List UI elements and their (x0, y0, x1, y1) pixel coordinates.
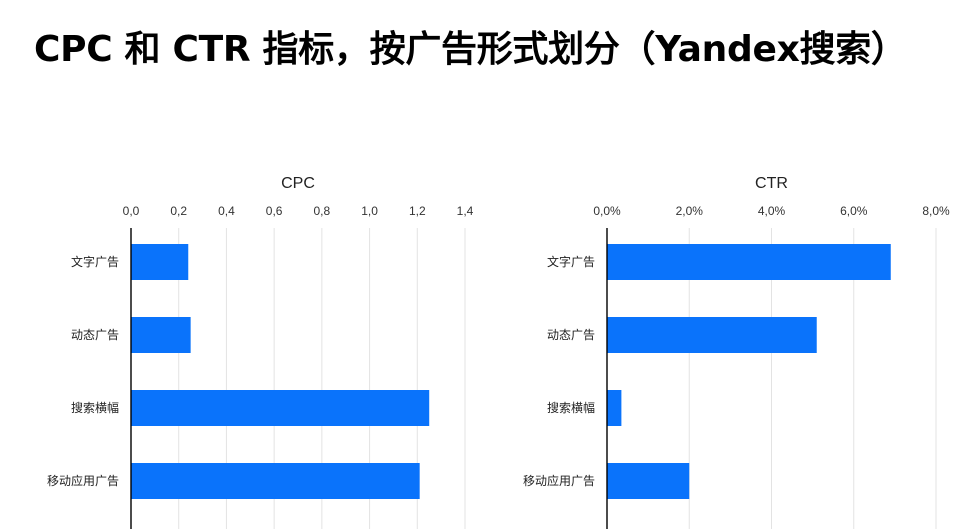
bar (607, 244, 891, 280)
chart-title: CPC (281, 175, 315, 192)
ctr-chart: CTR 0,0% 2,0% 4,0% 6,0% 8,0% 文字广告动态广告搜索横幅移动应用广… (523, 175, 950, 529)
category-label: 搜索横幅 (71, 400, 119, 415)
x-tick-label: 0,0% (593, 204, 621, 218)
cpc-chart: CPC 0,0 0,2 0,4 0,6 0,8 1,0 1,2 1,4 文字广告动态广告搜索横幅移… (47, 175, 474, 529)
page-title: CPC 和 CTR 指标，按广告形式划分（Yandex搜索） (34, 29, 907, 70)
category-label: 移动应用广告 (47, 473, 119, 488)
bar (131, 244, 189, 280)
x-tick-label: 6,0% (840, 204, 868, 218)
x-tick-label: 0,2 (170, 204, 187, 218)
bar (131, 390, 430, 426)
x-tick-label: 4,0% (758, 204, 786, 218)
x-tick-label: 1,0 (361, 204, 378, 218)
category-label: 搜索横幅 (547, 400, 595, 415)
category-label: 移动应用广告 (523, 473, 595, 488)
bar (607, 463, 690, 499)
bar (607, 390, 622, 426)
x-tick-label: 1,4 (457, 204, 474, 218)
category-label: 文字广告 (71, 254, 119, 269)
category-label: 动态广告 (547, 328, 595, 342)
category-label: 动态广告 (71, 328, 119, 342)
x-tick-label: 0,8 (314, 204, 331, 218)
bar (131, 463, 420, 499)
x-tick-label: 1,2 (409, 204, 426, 218)
bar (131, 317, 191, 353)
category-label: 文字广告 (547, 254, 595, 269)
bar (607, 317, 817, 353)
x-tick-label: 0,6 (266, 204, 283, 218)
x-tick-label: 2,0% (676, 204, 704, 218)
x-tick-label: 8,0% (922, 204, 950, 218)
x-tick-label: 0,0 (123, 204, 140, 218)
chart-title: CTR (755, 175, 788, 192)
x-tick-label: 0,4 (218, 204, 235, 218)
